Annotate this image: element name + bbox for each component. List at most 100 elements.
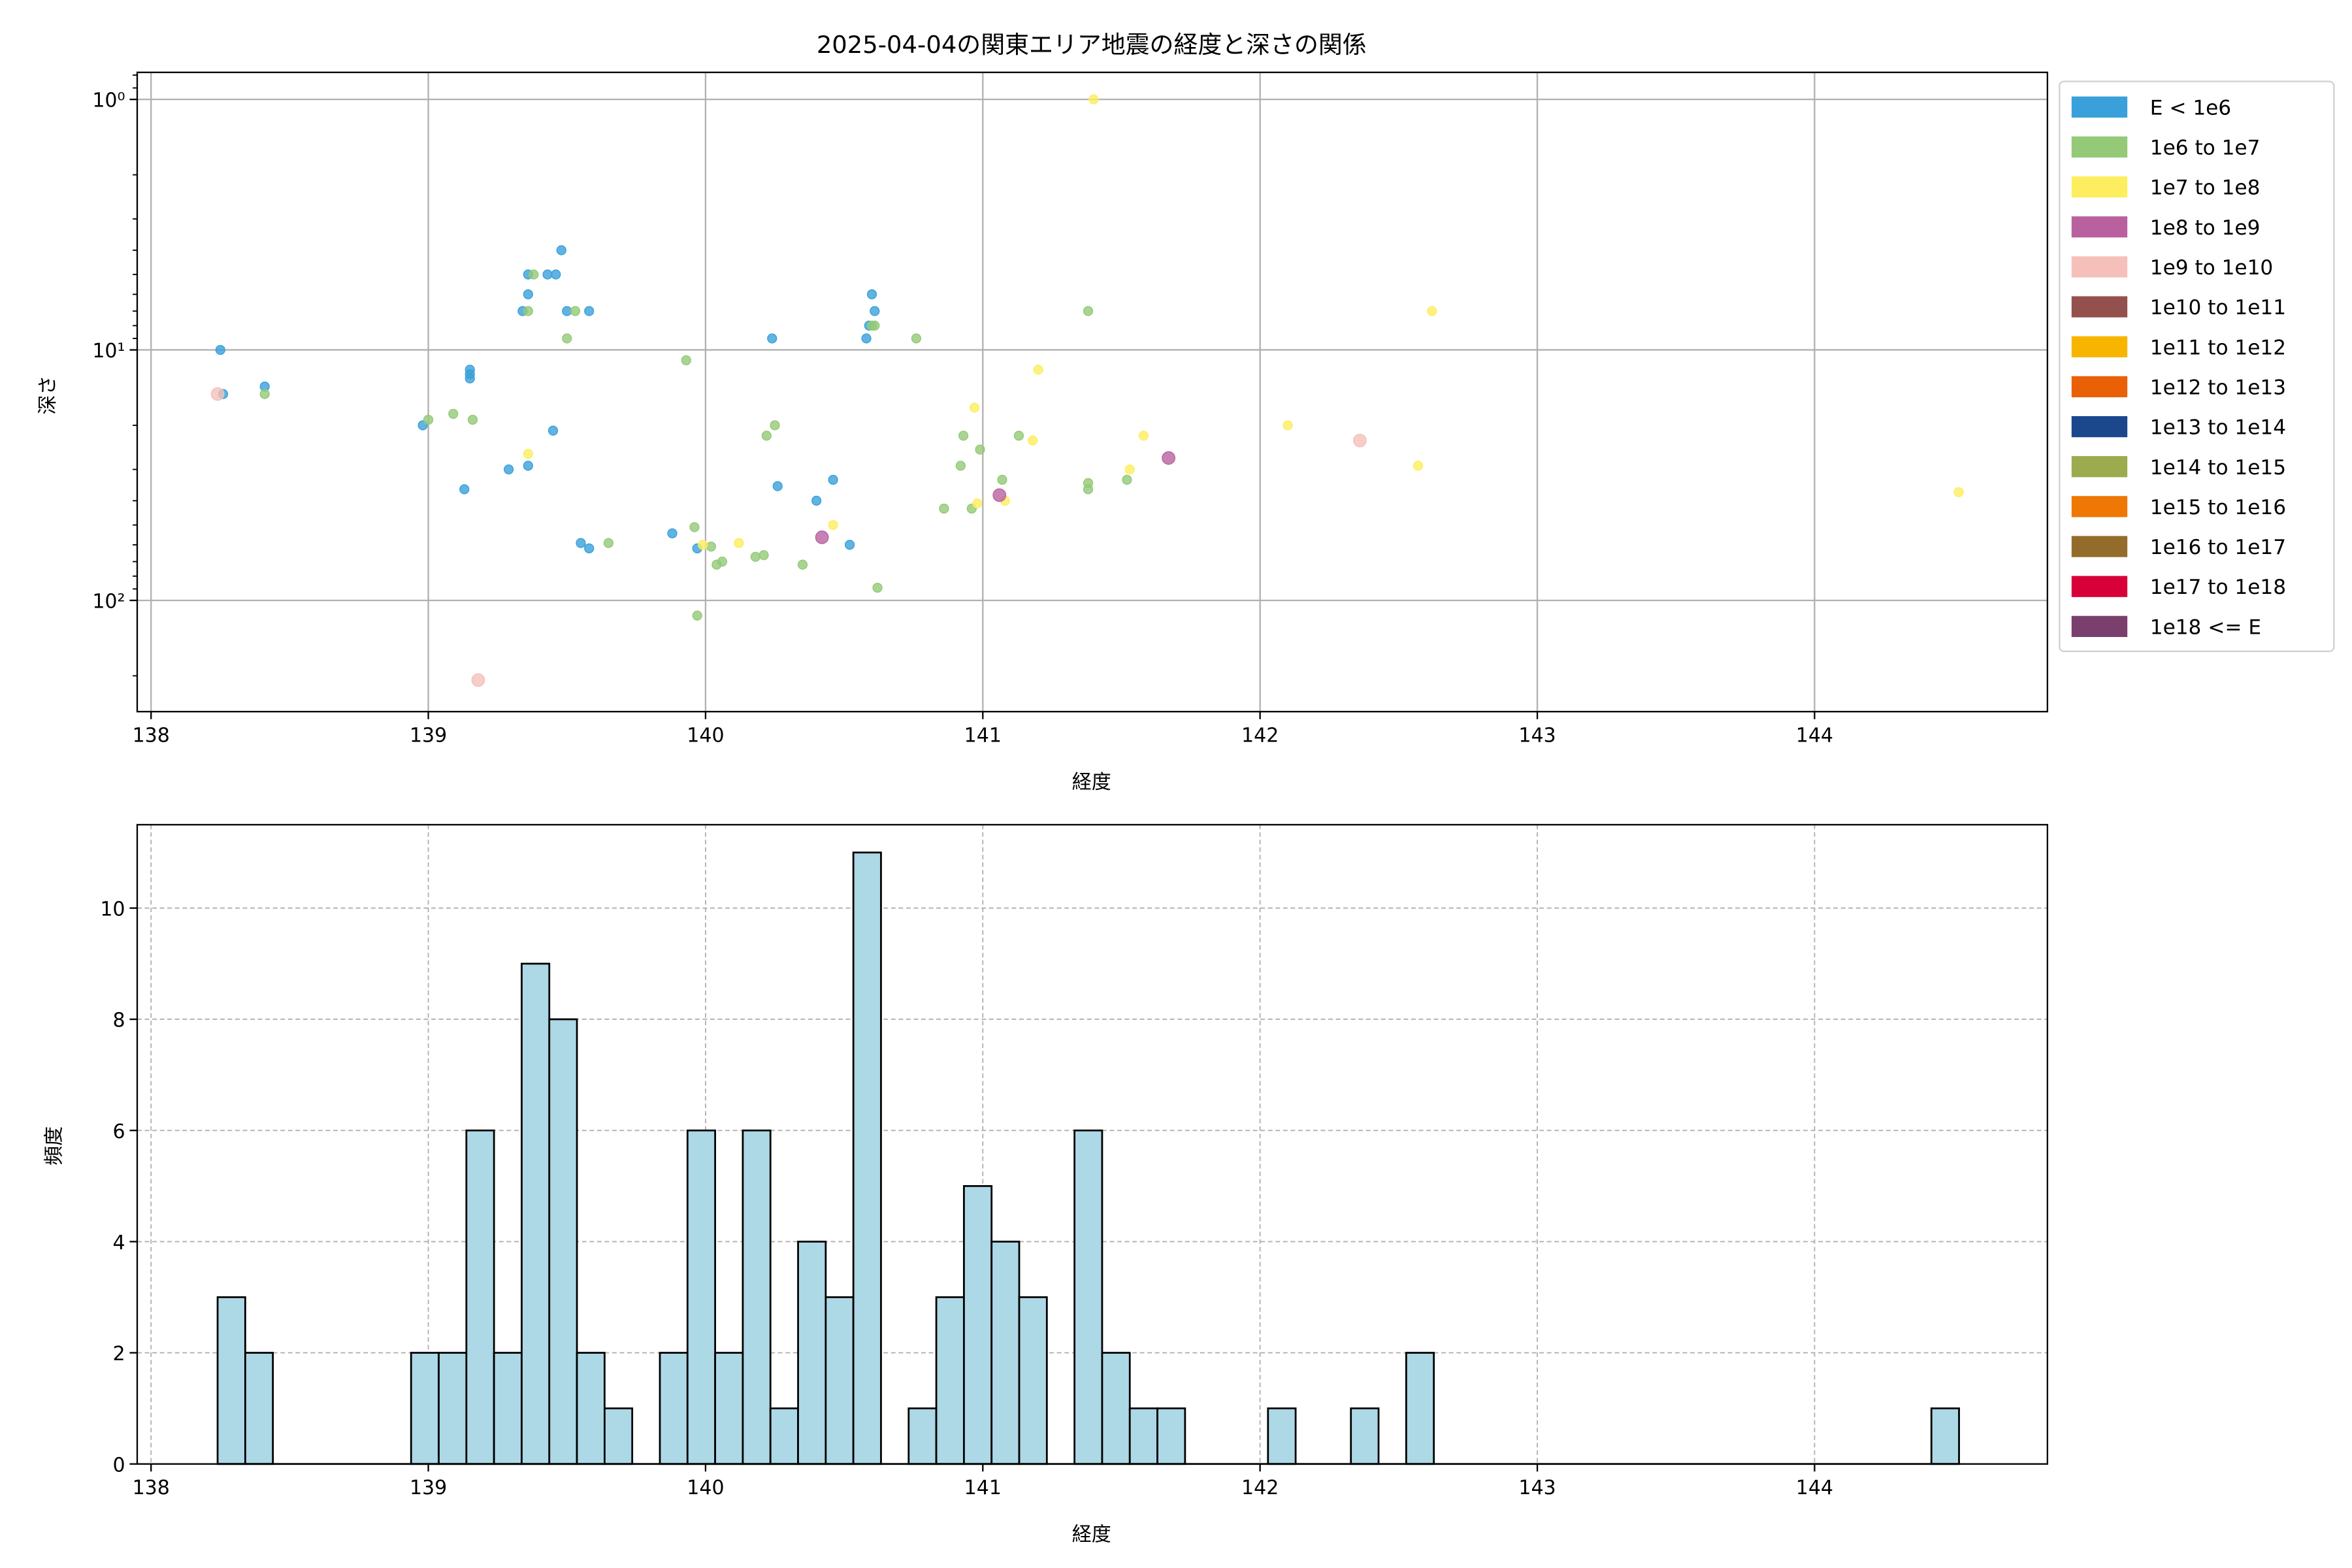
legend-swatch xyxy=(2071,496,2128,517)
y-tick-label: 8 xyxy=(112,1009,125,1032)
histogram-bar xyxy=(686,1129,717,1465)
histogram-bar xyxy=(410,1352,440,1465)
y-tick-label: 10¹ xyxy=(92,340,125,363)
y-tick-label: 0 xyxy=(112,1454,125,1477)
scatter-point xyxy=(870,306,880,316)
scatter-point xyxy=(958,431,969,441)
legend-label: 1e16 to 1e17 xyxy=(2150,536,2286,559)
scatter-point xyxy=(1013,431,1024,441)
scatter-point xyxy=(861,333,872,344)
x-tick-label: 139 xyxy=(410,1477,447,1499)
scatter-point xyxy=(465,373,475,384)
legend-label: 1e14 to 1e15 xyxy=(2150,456,2286,480)
legend-swatch xyxy=(2071,336,2128,357)
scatter-point xyxy=(828,474,838,485)
scatter-point xyxy=(551,269,561,280)
scatter-point xyxy=(523,449,533,459)
scatter-point xyxy=(828,519,838,531)
histogram-bar xyxy=(548,1018,578,1465)
scatter-point xyxy=(576,538,586,548)
histogram-bar xyxy=(576,1352,606,1465)
scatter-point xyxy=(759,550,769,561)
histogram-bar xyxy=(493,1352,523,1465)
legend-swatch xyxy=(2071,536,2128,557)
legend-swatch xyxy=(2071,456,2128,478)
x-tick-label: 140 xyxy=(687,1477,724,1499)
scatter-point xyxy=(866,320,877,331)
legend-label: 1e12 to 1e13 xyxy=(2150,376,2286,399)
scatter-point xyxy=(1953,487,1964,498)
scatter-plot: 138 139 140 141 142 143 144 10⁰ 10¹ 10² xyxy=(92,71,2048,747)
legend-swatch xyxy=(2071,296,2128,318)
histogram-bar xyxy=(659,1352,689,1465)
scatter-point xyxy=(761,431,772,441)
legend-swatch xyxy=(2071,615,2128,637)
x-tick-label: 141 xyxy=(964,724,1002,747)
histogram-bar xyxy=(769,1407,799,1465)
scatter-point xyxy=(584,543,595,553)
legend-label: 1e6 to 1e7 xyxy=(2150,137,2261,160)
scatter-point xyxy=(911,333,922,344)
legend-label: 1e10 to 1e11 xyxy=(2150,296,2286,319)
histogram-bar xyxy=(825,1296,855,1465)
histogram-bar xyxy=(1018,1296,1048,1465)
scatter-point xyxy=(811,495,822,506)
scatter-point xyxy=(844,540,855,550)
scatter-point xyxy=(1083,306,1094,316)
scatter-point xyxy=(1162,451,1176,465)
x-tick-label: 143 xyxy=(1518,1477,1556,1499)
scatter-point xyxy=(872,582,883,593)
scatter-point xyxy=(562,306,572,316)
scatter-point xyxy=(523,461,533,471)
legend-box xyxy=(2059,80,2335,653)
scatter-point xyxy=(667,528,678,538)
legend-label: 1e18 <= E xyxy=(2150,615,2261,639)
legend-swatch xyxy=(2071,136,2128,158)
scatter-point xyxy=(259,389,270,399)
scatter-point xyxy=(939,503,949,514)
x-tick-label: 139 xyxy=(410,724,447,747)
scatter-point xyxy=(1427,306,1437,316)
scatter-point xyxy=(772,481,783,491)
legend-label: 1e13 to 1e14 xyxy=(2150,416,2286,440)
scatter-point xyxy=(1083,484,1094,495)
histogram-bar xyxy=(438,1352,468,1465)
histogram-axes-frame xyxy=(136,824,2048,1465)
legend-label: 1e15 to 1e16 xyxy=(2150,496,2286,519)
scatter-point xyxy=(689,522,700,532)
scatter-point xyxy=(1282,420,1293,431)
scatter-point xyxy=(1033,365,1043,375)
histogram-bar xyxy=(1156,1407,1186,1465)
scatter-point xyxy=(815,531,829,544)
legend-swatch xyxy=(2071,576,2128,597)
scatter-point xyxy=(529,269,539,280)
scatter-point xyxy=(570,306,581,316)
histogram-bar xyxy=(1350,1407,1380,1465)
y-tick-label: 2 xyxy=(112,1343,125,1365)
scatter-point xyxy=(210,387,225,401)
histogram-bar xyxy=(1405,1352,1435,1465)
y-tick-label: 10 xyxy=(100,898,125,921)
legend-label: E < 1e6 xyxy=(2150,96,2231,120)
scatter-point xyxy=(717,556,728,567)
scatter-title: 2025-04-04の関東エリア地震の経度と深さの関係 xyxy=(817,31,1367,59)
scatter-point xyxy=(992,488,1007,502)
scatter-point xyxy=(523,306,533,316)
histogram-bar xyxy=(714,1352,744,1465)
scatter-point xyxy=(523,289,533,300)
scatter-point xyxy=(448,408,459,419)
histogram-bar xyxy=(465,1129,495,1465)
legend-swatch xyxy=(2071,376,2128,398)
histogram-bar xyxy=(963,1184,993,1465)
scatter-point xyxy=(681,355,691,366)
scatter-axes-frame xyxy=(136,71,2048,713)
scatter-plot-area xyxy=(137,72,2048,712)
y-tick-label: 4 xyxy=(112,1232,125,1254)
legend-swatch xyxy=(2071,416,2128,438)
scatter-point xyxy=(504,464,514,475)
scatter-point xyxy=(997,474,1007,485)
histogram-bar xyxy=(1267,1407,1297,1465)
scatter-point xyxy=(1122,474,1132,485)
scatter-point xyxy=(423,414,434,425)
